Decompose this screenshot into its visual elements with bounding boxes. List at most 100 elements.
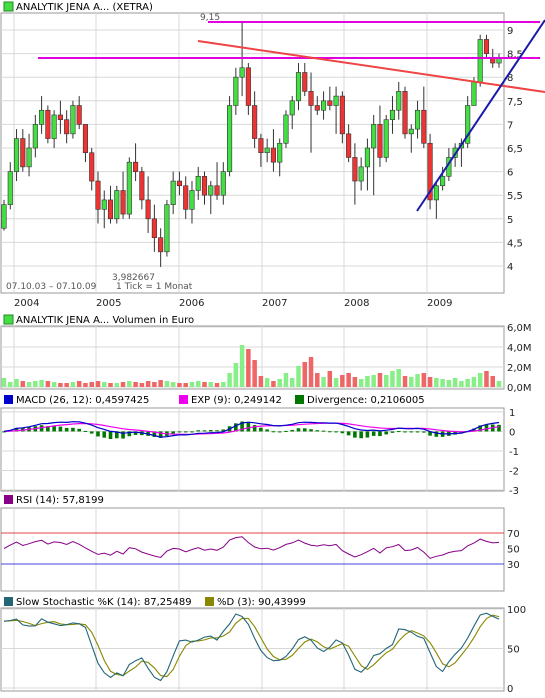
tick-info-label: 1 Tick = 1 Monat (116, 282, 193, 292)
candle-up (101, 199, 107, 210)
candle-up (321, 100, 327, 111)
divergence-bar (302, 428, 307, 432)
candle-down (82, 124, 89, 154)
x-tick-label: 2009 (427, 298, 452, 309)
price-y-tick-label: 4 (507, 262, 513, 273)
stoch-y-tick-label: 100 (507, 605, 526, 616)
high-label: 9,15 (200, 13, 220, 23)
price-y-tick-label: 6 (507, 168, 513, 179)
candle-up (51, 114, 57, 139)
candle-up (396, 91, 402, 111)
x-tick-label: 2008 (344, 298, 369, 309)
volume-bar (127, 381, 132, 387)
volume-bar (158, 380, 163, 387)
volume-bar (365, 376, 370, 387)
signal-legend: EXP (9): 0,249142 (191, 395, 282, 406)
divergence-bar (384, 431, 389, 435)
volume-legend-swatch (3, 314, 14, 325)
volume-bar (459, 381, 464, 387)
candle-down (327, 100, 333, 106)
candle-down (339, 95, 345, 135)
candle-down (252, 105, 258, 139)
divergence-bar (265, 429, 269, 432)
divergence-legend: Divergence: 0,2106005 (307, 395, 425, 406)
volume-bar (421, 373, 427, 387)
volume-bar (183, 383, 188, 387)
divergence-bar (158, 431, 163, 438)
divergence-bar (403, 431, 407, 433)
candle-down (183, 185, 189, 210)
divergence-bar (246, 422, 251, 432)
volume-bar (83, 383, 88, 387)
divergence-bar (39, 425, 44, 432)
volume-bar (39, 380, 44, 387)
candle-down (176, 180, 182, 187)
volume-bar (152, 382, 157, 387)
stoch-d-line (3, 614, 500, 678)
candle-up (164, 204, 170, 253)
rsi-y-tick-label: 30 (507, 560, 520, 571)
divergence-bar (315, 430, 320, 432)
candle-down (402, 91, 408, 135)
divergence-bar (46, 426, 50, 432)
volume-bar (101, 382, 107, 387)
x-tick-label: 2006 (179, 298, 204, 309)
volume-bar (434, 378, 439, 387)
volume-bar (133, 382, 138, 387)
x-tick-label: 2005 (96, 298, 121, 309)
divergence-bar (196, 430, 201, 432)
candle-up (333, 95, 339, 106)
volume-bar (246, 349, 251, 387)
volume-bar (51, 382, 57, 387)
divergence-bar (52, 426, 56, 432)
divergence-bar (309, 429, 313, 432)
volume-bar (446, 380, 452, 387)
stoch-k-line (3, 612, 500, 682)
candle-down (107, 199, 114, 220)
volume-bar (189, 382, 195, 387)
candle-up (433, 185, 439, 201)
volume-bar (452, 378, 458, 387)
candle-down (57, 114, 63, 120)
volume-bar (333, 378, 339, 387)
volume-bar (427, 377, 433, 387)
candle-up (114, 190, 120, 220)
candle-up (283, 114, 289, 144)
stoch-panel-frame (0, 607, 505, 692)
divergence-bar (183, 431, 188, 433)
divergence-bar (240, 421, 244, 432)
candle-up (465, 105, 471, 144)
candle-up (195, 176, 201, 191)
candle-up (227, 105, 233, 172)
candle-up (39, 109, 45, 125)
volume-bar (239, 345, 245, 387)
candle-down (245, 67, 251, 106)
divergence-bar (114, 431, 119, 439)
candle-up (13, 138, 20, 172)
candle-up (289, 100, 295, 116)
macd-legend: MACD (26, 12): 0,4597425 (16, 395, 149, 406)
uptrend-line (416, 19, 545, 212)
date-range-label: 07.10.03 – 07.10.09 (6, 282, 97, 292)
divergence-bar (434, 431, 439, 437)
volume-bar (170, 382, 176, 387)
volume-bar (283, 373, 289, 387)
macd-y-tick-label: -3 (509, 486, 519, 497)
volume-bar (114, 383, 120, 387)
volume-bar (490, 376, 495, 387)
low-label: 3,982667 (112, 273, 155, 283)
volume-y-tick-label: 4,0M (507, 343, 532, 354)
candle-up (364, 147, 370, 168)
candle-down (258, 138, 264, 154)
candle-down (139, 171, 145, 201)
volume-bar (258, 376, 264, 387)
price-legend: ANALYTIK JENA A... (XETRA) (16, 2, 153, 13)
candle-up (471, 81, 477, 106)
divergence-bar (497, 424, 501, 432)
candle-down (95, 180, 101, 210)
macd-line (3, 421, 500, 438)
volume-bar (289, 378, 295, 387)
candle-down (151, 218, 157, 238)
macd-y-tick-label: 0 (509, 427, 515, 438)
volume-bar (315, 373, 320, 387)
